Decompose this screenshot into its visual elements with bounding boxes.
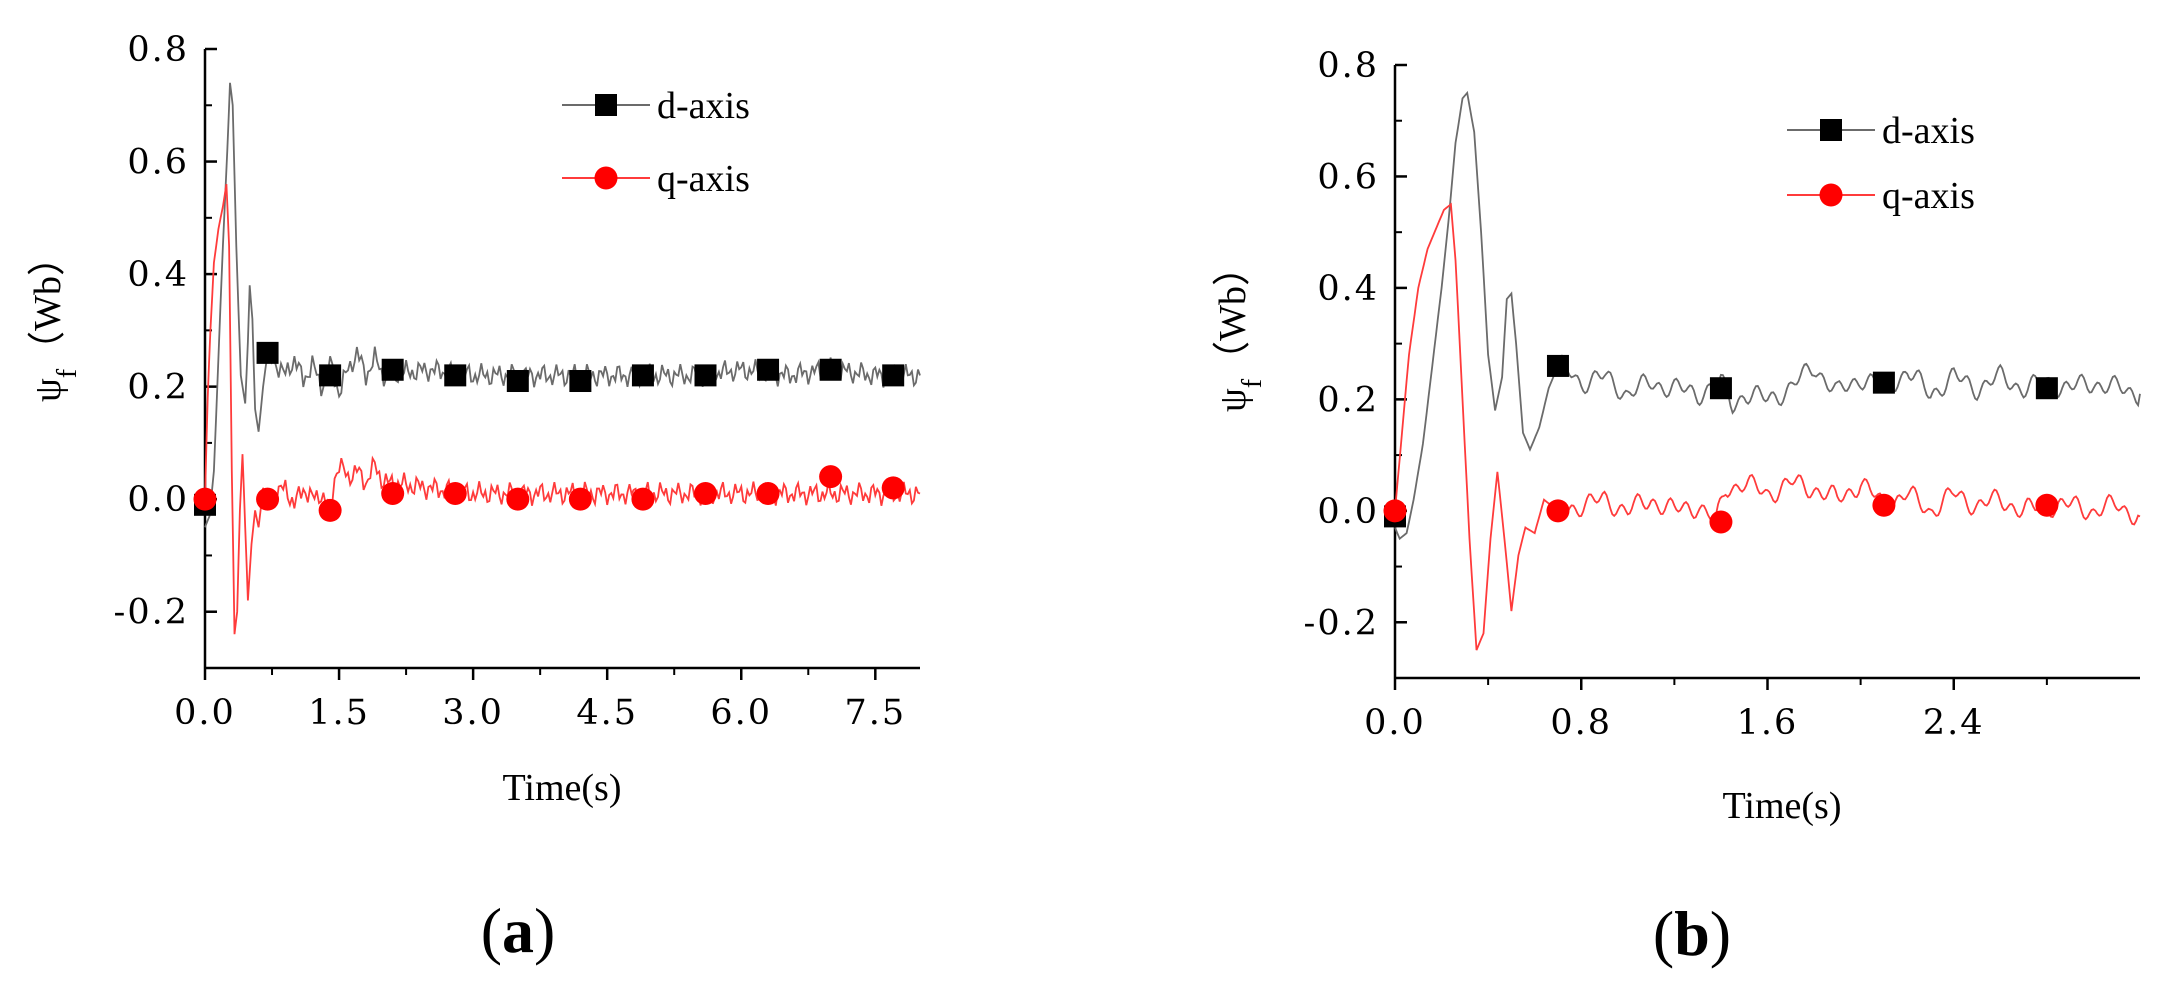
data-point-d-axis xyxy=(569,370,592,393)
data-point-d-axis xyxy=(631,364,654,387)
y-tick-label: 0.8 xyxy=(127,30,189,70)
x-tick-label: 2.4 xyxy=(1923,703,1985,743)
x-tick-label: 4.5 xyxy=(576,693,638,733)
y-tick-label: 0.2 xyxy=(1317,380,1379,420)
x-tick-label: 1.5 xyxy=(308,693,370,733)
legend-label-d-axis: d-axis xyxy=(657,85,750,127)
x-tick-label: 0.0 xyxy=(174,693,236,733)
y-tick-label: 0.8 xyxy=(1317,46,1379,86)
panel-label: (a) xyxy=(481,895,556,966)
legend-label-d-axis: d-axis xyxy=(1882,110,1975,152)
data-point-q-axis xyxy=(756,482,780,506)
series-line-d-axis xyxy=(204,82,921,528)
data-point-q-axis xyxy=(381,482,405,506)
panel-label-letter: b xyxy=(1674,898,1710,969)
panel-label-close: ) xyxy=(1710,898,1731,969)
data-point-q-axis xyxy=(881,476,905,500)
data-point-q-axis xyxy=(568,487,592,511)
y-axis-label-subscript: f xyxy=(1237,378,1268,388)
panel-label: (b) xyxy=(1653,898,1731,969)
data-point-d-axis xyxy=(757,358,780,381)
x-axis-label: Time(s) xyxy=(1723,785,1842,827)
data-point-q-axis xyxy=(1872,493,1896,517)
y-tick-label: 0.4 xyxy=(127,255,189,295)
data-point-q-axis xyxy=(2035,493,2059,517)
x-tick-label: 7.5 xyxy=(844,693,906,733)
chart-panel-a: -0.2 0.0 0.2 0.4 0.6 0.8 0.0 1.5 3.0 4.5 6.0 7.5 d-a… xyxy=(27,30,921,966)
y-axis-label: ψf（Wb） xyxy=(27,238,83,402)
data-point-q-axis xyxy=(1383,499,1407,523)
panel-label-open: ( xyxy=(1653,898,1674,969)
legend-marker-q-axis xyxy=(594,166,618,190)
y-tick-label: -0.2 xyxy=(114,593,190,633)
x-tick-label: 3.0 xyxy=(442,693,504,733)
data-point-d-axis xyxy=(819,358,842,381)
data-point-q-axis xyxy=(1709,510,1733,534)
x-tick-label: 1.6 xyxy=(1737,703,1799,743)
y-axis-label-unit: （Wb） xyxy=(1212,248,1254,379)
data-point-d-axis xyxy=(381,358,404,381)
data-point-q-axis xyxy=(318,498,342,522)
data-point-q-axis xyxy=(694,482,717,506)
legend-label-q-axis: q-axis xyxy=(1882,175,1975,217)
y-axis-label-unit: （Wb） xyxy=(27,238,69,369)
data-point-d-axis xyxy=(506,370,529,393)
y-axis-label-symbol: ψ xyxy=(1212,388,1254,412)
y-tick-label: 0.4 xyxy=(1317,269,1379,309)
legend-marker-d-axis xyxy=(1820,119,1842,141)
data-point-d-axis xyxy=(2035,377,2058,400)
panel-label-letter: a xyxy=(502,895,534,966)
y-tick-label: 0.2 xyxy=(127,368,189,408)
y-tick-label: 0.0 xyxy=(1317,492,1379,532)
x-tick-label: 0.0 xyxy=(1364,703,1426,743)
panel-label-close: ) xyxy=(534,895,555,966)
data-point-q-axis xyxy=(819,465,843,489)
data-point-q-axis xyxy=(193,487,217,511)
y-axis-label-subscript: f xyxy=(52,368,83,378)
data-point-d-axis xyxy=(694,364,717,387)
data-point-d-axis xyxy=(1872,371,1895,394)
legend-marker-q-axis xyxy=(1819,183,1843,207)
data-point-d-axis xyxy=(444,364,467,387)
legend-label-q-axis: q-axis xyxy=(657,158,750,200)
y-tick-label: 0.6 xyxy=(1317,157,1379,197)
data-point-q-axis xyxy=(506,487,530,511)
data-point-q-axis xyxy=(443,482,467,506)
y-tick-label: 0.6 xyxy=(127,143,189,183)
data-point-q-axis xyxy=(631,487,655,511)
data-point-d-axis xyxy=(319,364,342,387)
x-tick-label: 0.8 xyxy=(1550,703,1612,743)
data-point-q-axis xyxy=(256,487,280,511)
x-tick-label: 6.0 xyxy=(710,693,772,733)
data-point-d-axis xyxy=(1709,377,1732,400)
series-line-d-axis xyxy=(1394,90,2141,541)
y-axis-label-symbol: ψ xyxy=(27,378,69,402)
chart-panel-b: -0.2 0.0 0.2 0.4 0.6 0.8 0.0 0.8 1.6 2.4 d-axis q-a… xyxy=(1212,46,2141,969)
x-axis-label: Time(s) xyxy=(503,767,622,809)
data-point-d-axis xyxy=(256,341,279,364)
y-tick-label: 0.0 xyxy=(127,480,189,520)
y-axis-label: ψf（Wb） xyxy=(1212,248,1268,412)
series-line-q-axis xyxy=(1394,202,2141,651)
data-point-d-axis xyxy=(882,364,905,387)
data-point-d-axis xyxy=(1546,354,1569,377)
legend-marker-d-axis xyxy=(595,94,617,116)
y-tick-label: -0.2 xyxy=(1304,603,1380,643)
data-point-q-axis xyxy=(1546,499,1570,523)
series-line-q-axis xyxy=(204,183,921,635)
panel-label-open: ( xyxy=(481,895,502,966)
